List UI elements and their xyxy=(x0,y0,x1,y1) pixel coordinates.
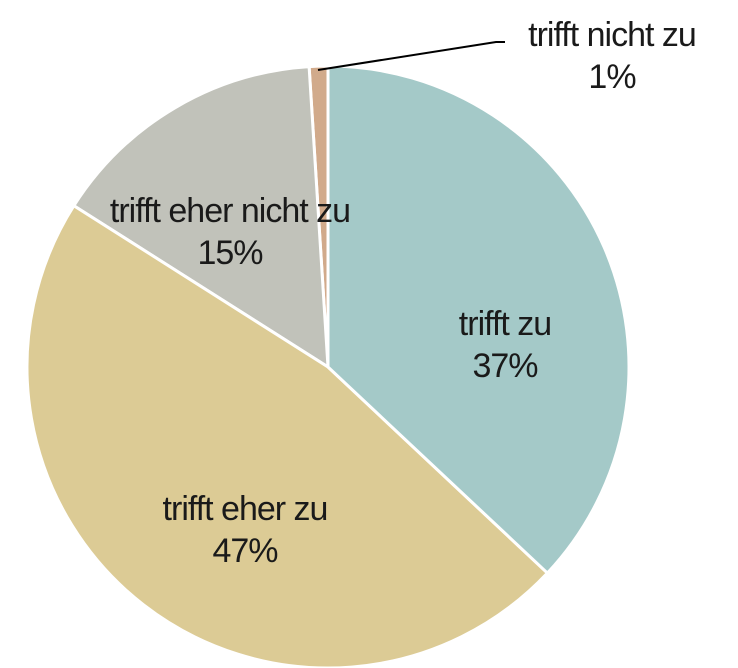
slice-name: trifft zu xyxy=(458,305,552,343)
slice-name: trifft eher nicht zu xyxy=(109,192,351,230)
slice-value: 1% xyxy=(588,58,636,96)
slice-value: 37% xyxy=(472,347,538,385)
slice-label: trifft nicht zu 1% xyxy=(482,14,738,98)
leader-line xyxy=(317,41,505,71)
slice-label: trifft zu 37% xyxy=(405,303,605,387)
slice-label: trifft eher nicht zu 15% xyxy=(95,190,365,274)
slice-label: trifft eher zu 47% xyxy=(95,488,395,572)
pie-slice xyxy=(71,65,330,370)
slice-value: 15% xyxy=(197,234,263,272)
pie-slice xyxy=(326,64,631,576)
pie-slice xyxy=(25,203,550,668)
slice-value: 47% xyxy=(212,532,278,570)
slice-name: trifft nicht zu xyxy=(528,16,697,54)
slice-name: trifft eher zu xyxy=(162,490,329,528)
